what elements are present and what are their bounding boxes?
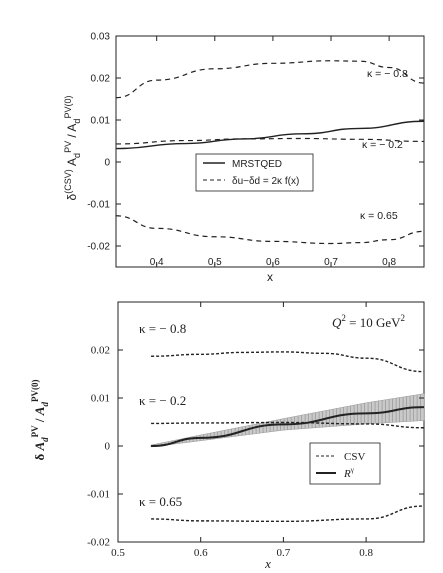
bottom-xtick-label: 0.7 — [277, 547, 291, 559]
top-panel: 0.4 0.5 0.6 0.7 0.8 0.03 0.02 0.01 0 -0.01 -0.02 δ… — [63, 32, 425, 284]
top-ytick-label: -0.02 — [87, 242, 110, 253]
top-annotation-k-02: κ = − 0.2 — [362, 139, 403, 151]
bottom-ytick-label: -0.01 — [87, 489, 110, 501]
bottom-ylabel: δ AdPV / AdPV(0) — [30, 380, 50, 461]
top-series-line-2 — [115, 137, 425, 145]
bottom-series-line-1 — [151, 351, 425, 373]
bottom-legend-box — [309, 442, 381, 485]
bottom-annotation-k-02: κ = − 0.2 — [139, 393, 186, 408]
top-ytick-label: 0.01 — [91, 116, 111, 127]
top-ytick-label: 0.03 — [91, 32, 111, 43]
bottom-ytick-label: 0 — [105, 441, 111, 453]
top-xtick-label: 0.7 — [324, 257, 338, 268]
bottom-panel: 0.5 0.6 0.7 0.8 0.02 0.01 0 -0.01 -0.02 δ AdPV /… — [30, 301, 425, 571]
top-xtick-label: 0.6 — [266, 257, 280, 268]
top-plot-frame — [115, 35, 425, 268]
bottom-annotation-k065: κ = 0.65 — [139, 494, 182, 509]
bottom-legend-label-csv: CSV — [344, 451, 365, 463]
bottom-annotation-k-08: κ = − 0.8 — [139, 321, 186, 336]
bottom-xtick-label: 0.8 — [359, 547, 373, 559]
top-annotation-k065: κ = 0.65 — [360, 210, 398, 222]
top-legend-box — [195, 153, 314, 192]
bottom-series-line-2 — [151, 421, 425, 429]
top-annotation-k-08: κ = − 0.8 — [367, 68, 408, 80]
top-legend: MRSTQED δu−δd = 2κ f(x) — [195, 153, 314, 192]
top-ytick-label: 0.02 — [91, 74, 111, 85]
bottom-uncertainty-band — [150, 393, 425, 448]
bottom-xlabel: x — [264, 556, 271, 571]
top-xtick-label: 0.4 — [150, 257, 164, 268]
top-ytick-label: 0 — [104, 158, 110, 169]
top-series-line-0 — [115, 120, 425, 150]
bottom-xtick-label: 0.6 — [194, 547, 208, 559]
top-ticks: 0.4 0.5 0.6 0.7 0.8 0.03 0.02 0.01 0 -0.01 -0.02 — [87, 32, 424, 268]
top-xlabel: x — [267, 270, 273, 284]
bottom-legend-label-r: Rγ — [343, 466, 354, 480]
top-legend-label-dashed: δu−δd = 2κ f(x) — [232, 176, 299, 187]
bottom-xtick-label: 0.5 — [111, 547, 125, 559]
top-ylabel: δ(CSV) AdPV / AdPV(0) — [63, 96, 82, 201]
top-ytick-label: -0.01 — [87, 200, 110, 211]
top-series-line-3 — [115, 215, 425, 245]
top-series — [115, 60, 425, 245]
bottom-ytick-label: 0.02 — [91, 345, 110, 357]
bottom-series-line-0 — [151, 406, 425, 447]
bottom-ytick-label: 0.01 — [91, 393, 110, 405]
bottom-ytick-label: -0.02 — [87, 537, 110, 549]
bottom-series-line-3 — [151, 505, 425, 523]
bottom-series — [151, 351, 425, 523]
top-legend-label-mrstqed: MRSTQED — [232, 159, 282, 170]
bottom-plot-frame — [117, 301, 425, 543]
bottom-annotation-q2: Q2 = 10 GeV2 — [332, 313, 405, 330]
bottom-ticks: 0.5 0.6 0.7 0.8 0.02 0.01 0 -0.01 -0.02 — [87, 302, 424, 559]
bottom-legend: CSV Rγ — [309, 442, 381, 485]
top-series-line-1 — [115, 60, 425, 99]
top-xtick-label: 0.8 — [382, 257, 396, 268]
top-xtick-label: 0.5 — [208, 257, 222, 268]
